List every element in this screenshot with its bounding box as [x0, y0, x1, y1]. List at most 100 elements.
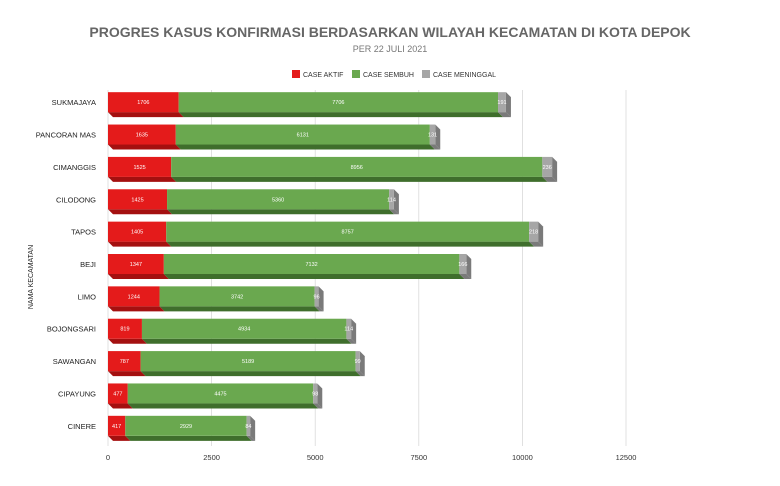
legend-swatch-case-meninggal — [422, 70, 430, 78]
data-label-case-sembuh: 7132 — [305, 262, 317, 268]
data-label-case-aktif: 1525 — [133, 165, 145, 171]
data-label-case-aktif: 1635 — [136, 133, 148, 139]
data-label-case-aktif: 787 — [120, 359, 129, 365]
bar-shadow-case-meninggal — [529, 241, 544, 247]
bar-end-face — [318, 286, 324, 312]
bar-shadow-case-meninggal — [313, 403, 323, 409]
category-label: SAWANGAN — [53, 357, 96, 366]
data-label-case-sembuh: 7706 — [332, 100, 344, 106]
chart-title: PROGRES KASUS KONFIRMASI BERDASARKAN WIL… — [89, 24, 690, 40]
bar-shadow-case-meninggal — [246, 435, 256, 441]
category-label: LIMO — [78, 292, 97, 301]
data-label-case-aktif: 1244 — [128, 294, 140, 300]
data-label-case-meninggal: 166 — [458, 262, 467, 268]
category-label: BEJI — [80, 260, 96, 269]
x-axis-ticks: 0 2500 5000 7500 10000 12500 — [106, 453, 637, 462]
data-label-case-sembuh: 4934 — [238, 327, 250, 333]
bar-shadow-case-sembuh — [166, 241, 535, 247]
bar-end-face — [552, 156, 558, 182]
bar-case-aktif — [108, 286, 160, 307]
legend-swatch-case-aktif — [292, 70, 300, 78]
bar-shadow-case-aktif — [108, 144, 181, 150]
bar-case-sembuh — [141, 318, 347, 339]
legend-label-case-meninggal: CASE MENINGGAL — [433, 72, 496, 79]
category-label: TAPOS — [71, 228, 96, 237]
data-label-case-meninggal: 98 — [312, 391, 318, 397]
data-label-case-aktif: 1405 — [131, 230, 143, 236]
data-label-case-meninggal: 96 — [314, 294, 320, 300]
bar-end-face — [466, 254, 472, 279]
data-label-case-meninggal: 114 — [387, 197, 396, 203]
data-label-case-meninggal: 84 — [245, 424, 251, 430]
bar-case-sembuh — [171, 156, 543, 177]
data-label-case-meninggal: 218 — [529, 230, 538, 236]
data-label-case-sembuh: 2929 — [180, 424, 192, 430]
bar-shadow-case-sembuh — [171, 176, 548, 182]
bar-shadow-case-meninggal — [389, 209, 399, 215]
bar-shadow-case-sembuh — [175, 144, 435, 150]
bar-case-meninggal — [314, 286, 319, 307]
bar-shadow-case-meninggal — [459, 274, 472, 279]
bar-end-face — [435, 124, 441, 150]
x-tick-label: 12500 — [616, 453, 637, 462]
bar-case-sembuh — [140, 351, 356, 372]
bar-case-meninggal — [313, 383, 318, 404]
bar-end-face — [505, 92, 511, 118]
x-tick-label: 5000 — [307, 453, 324, 462]
bar-shadow-case-sembuh — [140, 371, 361, 377]
bar-shadow-case-sembuh — [178, 112, 504, 118]
bar-case-aktif — [108, 254, 164, 274]
bar-shadow-case-sembuh — [125, 435, 252, 441]
x-tick-label: 7500 — [410, 453, 427, 462]
data-label-case-sembuh: 6131 — [297, 133, 309, 139]
bar-shadow-case-meninggal — [355, 371, 365, 377]
data-label-case-sembuh: 5360 — [272, 197, 284, 203]
bar-case-sembuh — [159, 286, 315, 307]
x-tick-label: 0 — [106, 453, 110, 462]
bar-shadow-case-aktif — [108, 241, 172, 247]
bar-case-sembuh — [178, 92, 499, 113]
bar-shadow-case-aktif — [108, 176, 177, 182]
bar-case-aktif — [108, 189, 168, 210]
bar-end-face — [359, 351, 365, 377]
legend-label-case-aktif: CASE AKTIF — [303, 72, 343, 79]
bar-case-meninggal — [355, 351, 360, 372]
bar-shadow-case-sembuh — [159, 306, 320, 312]
category-label: CIMANGGIS — [53, 163, 96, 172]
category-label: CINERE — [68, 422, 96, 431]
bar-shadow-case-aktif — [108, 371, 146, 377]
data-label-case-sembuh: 5189 — [242, 359, 254, 365]
bar-shadow-case-sembuh — [127, 403, 319, 409]
category-label: BOJONGSARI — [47, 325, 96, 334]
data-label-case-aktif: 819 — [120, 327, 129, 333]
bar-shadow-case-aktif — [108, 338, 147, 344]
data-label-case-sembuh: 8757 — [342, 230, 354, 236]
bar-shadow-case-aktif — [108, 209, 173, 215]
bar-case-sembuh — [127, 383, 314, 404]
bar-shadow-case-sembuh — [167, 209, 395, 215]
bar-case-meninggal — [498, 92, 506, 113]
bar-case-aktif — [108, 124, 176, 145]
bar-case-sembuh — [163, 254, 460, 274]
x-tick-label: 10000 — [512, 453, 533, 462]
bar-shadow-case-aktif — [108, 306, 165, 312]
bar-end-face — [250, 415, 256, 441]
bar-shadow-case-aktif — [108, 403, 133, 409]
bar-case-meninggal — [459, 254, 467, 274]
y-axis-title: NAMA KECAMATAN — [28, 245, 35, 309]
bar-case-meninggal — [429, 124, 436, 145]
data-label-case-meninggal: 191 — [497, 100, 506, 106]
data-label-case-sembuh: 3742 — [231, 294, 243, 300]
data-label-case-aktif: 1425 — [131, 197, 143, 203]
bar-shadow-case-sembuh — [163, 274, 465, 279]
bar-shadow-case-meninggal — [542, 176, 558, 182]
bar-shadow-case-meninggal — [314, 306, 324, 312]
bar-case-aktif — [108, 318, 142, 339]
legend-label-case-sembuh: CASE SEMBUH — [363, 72, 414, 79]
bar-case-aktif — [108, 351, 141, 372]
category-label: SUKMAJAYA — [52, 98, 96, 107]
bar-shadow-case-meninggal — [346, 338, 357, 344]
bar-case-meninggal — [389, 189, 394, 210]
bar-case-aktif — [108, 221, 167, 242]
